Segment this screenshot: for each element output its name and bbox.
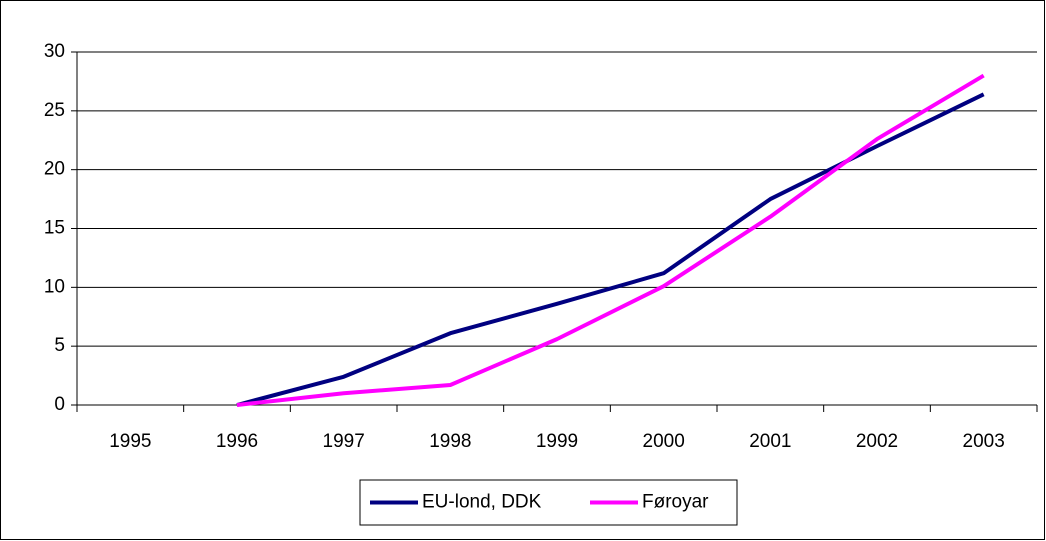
x-tick-label: 1997 <box>323 431 365 452</box>
x-tick-label: 2001 <box>749 431 791 452</box>
y-tick-label: 5 <box>54 335 65 356</box>
series-line <box>236 92 985 407</box>
legend-label: Føroyar <box>642 492 709 513</box>
x-tick-label: 2000 <box>643 431 685 452</box>
y-tick-label: 25 <box>44 100 65 121</box>
y-tick-label: 10 <box>44 276 65 297</box>
y-tick-label: 20 <box>44 159 65 180</box>
x-tick-label: 1995 <box>109 431 151 452</box>
x-tick-label: 1998 <box>429 431 471 452</box>
x-tick-label: 1996 <box>216 431 258 452</box>
legend-box <box>359 479 738 526</box>
y-tick-label: 15 <box>44 218 65 239</box>
series-line <box>236 73 985 407</box>
x-tick-label: 1999 <box>536 431 578 452</box>
x-tick-label: 2002 <box>856 431 898 452</box>
x-tick-label: 2003 <box>963 431 1005 452</box>
y-tick-label: 30 <box>44 41 65 62</box>
y-tick-label: 0 <box>54 394 65 415</box>
legend-label: EU-lond, DDK <box>422 492 542 513</box>
